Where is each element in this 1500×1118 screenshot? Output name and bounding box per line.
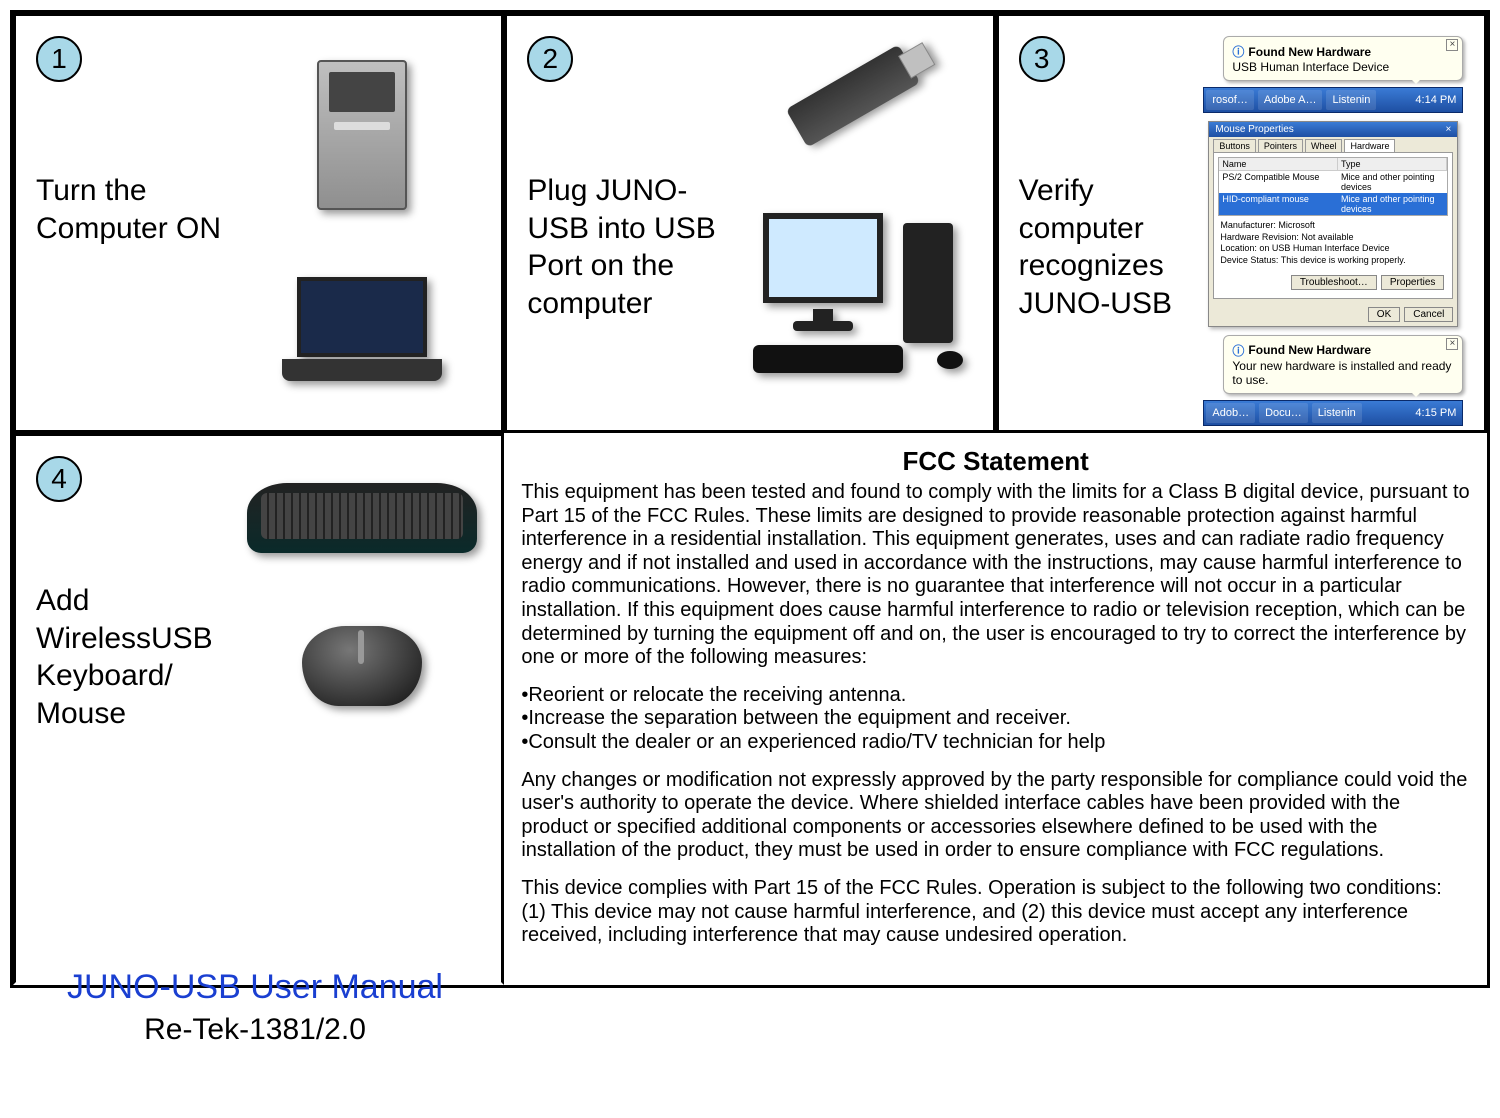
taskbar-2: Adob… Docu… Listenin 4:15 PM <box>1203 400 1463 426</box>
step-2-text: Plug JUNO-USB into USB Port on the compu… <box>527 172 723 322</box>
found-hardware-notification-2: ⓘ Found New Hardware Your new hardware i… <box>1203 335 1463 426</box>
fcc-body: This equipment has been tested and found… <box>521 481 1470 948</box>
fcc-statement-cell: FCC Statement This equipment has been te… <box>504 433 1487 985</box>
taskbar-item: Adob… <box>1206 403 1255 423</box>
step-3-text: Verify computer recognizes JUNO-USB <box>1019 172 1193 322</box>
dialog-title: Mouse Properties <box>1215 124 1293 135</box>
fcc-title: FCC Statement <box>521 446 1470 477</box>
cancel-button: Cancel <box>1404 307 1453 322</box>
taskbar-clock: 4:14 PM <box>1409 94 1462 106</box>
info-icon: ⓘ <box>1232 342 1244 359</box>
dialog-tab: Wheel <box>1305 139 1343 152</box>
step-3-cell: 3 Verify computer recognizes JUNO-USB ⓘ … <box>996 13 1487 433</box>
list-row-selected: HID-compliant mouse Mice and other point… <box>1219 193 1447 215</box>
list-row: PS/2 Compatible Mouse Mice and other poi… <box>1219 171 1447 193</box>
close-icon: × <box>1446 124 1452 135</box>
taskbar-item: Listenin <box>1312 403 1362 423</box>
taskbar-1: rosof… Adobe A… Listenin 4:14 PM <box>1203 87 1463 113</box>
fcc-paragraph: This device complies with Part 15 of the… <box>521 877 1470 948</box>
fcc-bullet: •Reorient or relocate the receiving ante… <box>521 684 1470 708</box>
meta-line: Device Status: This device is working pr… <box>1220 255 1446 267</box>
meta-line: Manufacturer: Microsoft <box>1220 220 1446 232</box>
taskbar-item: Adobe A… <box>1258 90 1323 110</box>
dialog-tab: Buttons <box>1213 139 1256 152</box>
close-icon: × <box>1446 338 1458 350</box>
list-header: Type <box>1338 158 1447 170</box>
step-2-cell: 2 Plug JUNO-USB into USB Port on the com… <box>504 13 995 433</box>
device-list: Name Type PS/2 Compatible Mouse Mice and… <box>1218 157 1448 216</box>
balloon-1-title: Found New Hardware <box>1248 45 1371 59</box>
step-1-cell: 1 Turn the Computer ON <box>13 13 504 433</box>
meta-line: Location: on USB Human Interface Device <box>1220 243 1446 255</box>
fcc-bullet: •Consult the dealer or an experienced ra… <box>521 731 1470 755</box>
fcc-paragraph: Any changes or modification not expressl… <box>521 769 1470 863</box>
mouse-properties-dialog: Mouse Properties × Buttons Pointers Whee… <box>1208 121 1458 327</box>
taskbar-clock: 4:15 PM <box>1409 407 1462 419</box>
fcc-bullet: •Increase the separation between the equ… <box>521 707 1470 731</box>
info-icon: ⓘ <box>1232 43 1244 60</box>
taskbar-item: Listenin <box>1326 90 1376 110</box>
computer-tower-icon <box>317 60 407 210</box>
step-3-badge: 3 <box>1019 36 1065 82</box>
meta-line: Hardware Revision: Not available <box>1220 232 1446 244</box>
step-2-badge: 2 <box>527 36 573 82</box>
found-hardware-notification-1: ⓘ Found New Hardware USB Human Interface… <box>1203 36 1463 113</box>
step-1-text: Turn the Computer ON <box>36 172 232 247</box>
troubleshoot-button: Troubleshoot… <box>1291 275 1377 290</box>
desktop-computer-icon <box>743 213 963 373</box>
close-icon: × <box>1446 39 1458 51</box>
taskbar-item: Docu… <box>1259 403 1308 423</box>
manual-subtitle: Re-Tek-1381/2.0 <box>10 1013 500 1047</box>
wireless-mouse-icon <box>302 626 422 706</box>
list-header: Name <box>1219 158 1338 170</box>
fcc-paragraph: This equipment has been tested and found… <box>521 481 1470 670</box>
wireless-keyboard-icon <box>247 483 477 553</box>
properties-button: Properties <box>1381 275 1445 290</box>
step-4-text: Add WirelessUSB Keyboard/ Mouse <box>36 582 232 732</box>
step-4-cell: 4 Add WirelessUSB Keyboard/ Mouse <box>13 433 504 985</box>
balloon-2-body: Your new hardware is installed and ready… <box>1232 359 1454 387</box>
ok-button: OK <box>1368 307 1400 322</box>
usb-dongle-icon <box>786 44 921 147</box>
step-4-badge: 4 <box>36 456 82 502</box>
taskbar-item: rosof… <box>1206 90 1253 110</box>
balloon-1-body: USB Human Interface Device <box>1232 60 1454 74</box>
balloon-2-title: Found New Hardware <box>1248 343 1371 357</box>
step-1-badge: 1 <box>36 36 82 82</box>
dialog-tab-active: Hardware <box>1344 139 1395 152</box>
dialog-tab: Pointers <box>1258 139 1303 152</box>
instruction-grid: 1 Turn the Computer ON 2 Plug JUNO-USB i… <box>10 10 1490 988</box>
laptop-icon <box>282 277 442 387</box>
